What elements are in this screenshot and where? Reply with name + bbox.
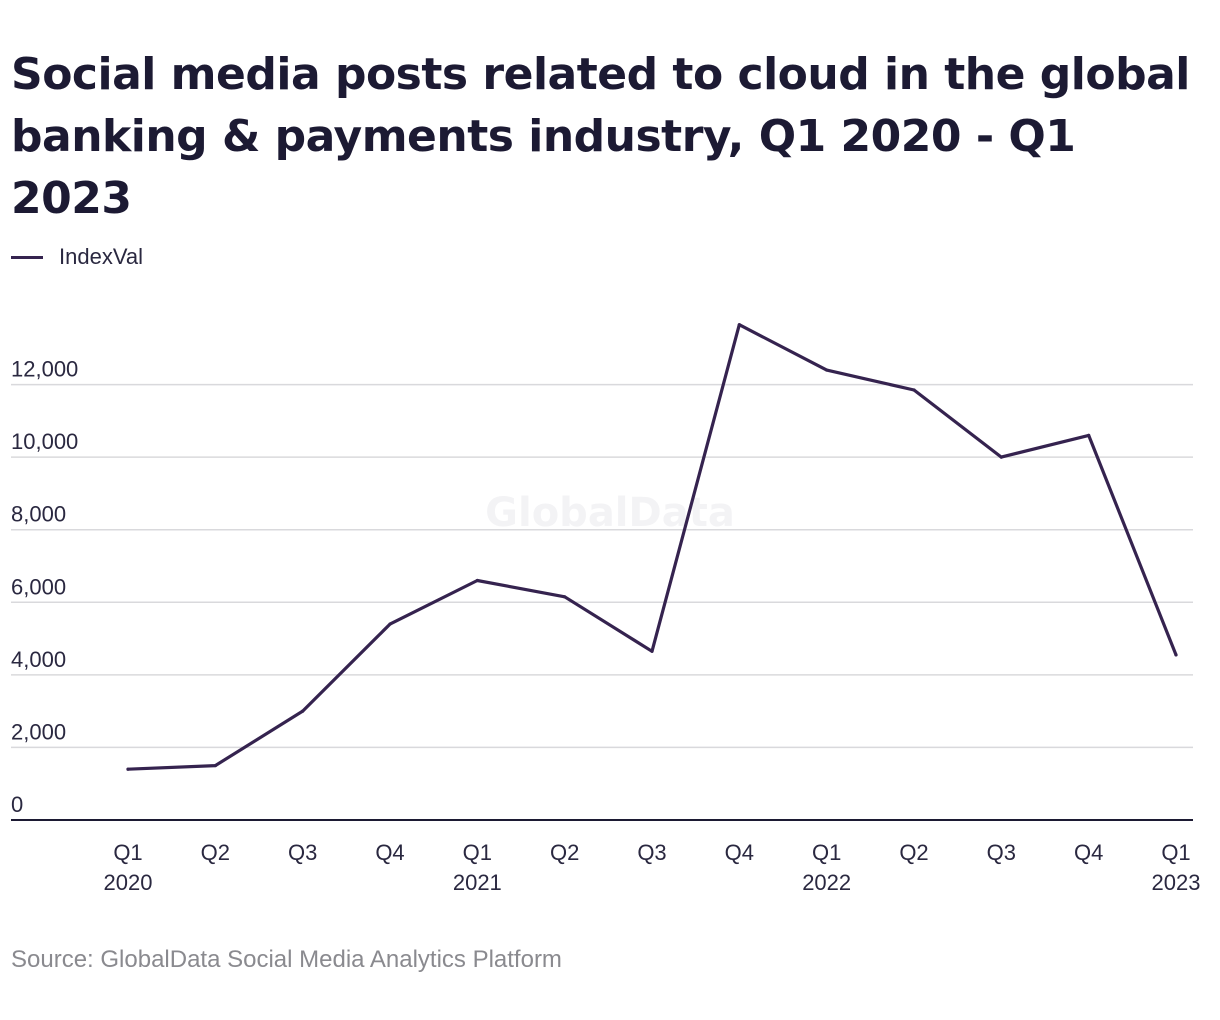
y-tick-label: 10,000 — [11, 429, 78, 454]
legend-label: IndexVal — [59, 244, 143, 269]
y-tick-label: 8,000 — [11, 502, 66, 527]
y-tick-label: 0 — [11, 792, 23, 817]
line-chart: GlobalData 0 2,000 4,000 6,000 8,000 10,000 12… — [11, 323, 1201, 895]
y-tick-label: 6,000 — [11, 574, 66, 599]
series-line-indexval — [126, 323, 1178, 771]
data-point — [912, 388, 916, 392]
data-point — [650, 649, 654, 653]
data-point — [1087, 433, 1091, 437]
x-tick-label: Q3 — [637, 840, 666, 865]
x-tick-year-label: 2021 — [453, 870, 502, 895]
x-tick-label: Q4 — [375, 840, 404, 865]
x-axis-ticks: Q1 2020 Q2 Q3 Q4 Q1 2021 Q2 Q3 Q4 Q1 2022 Q2 Q3 Q4 Q1 20… — [104, 840, 1201, 895]
x-tick-label: Q4 — [725, 840, 754, 865]
y-tick-label: 12,000 — [11, 357, 78, 382]
data-point — [301, 709, 305, 713]
data-points — [126, 323, 1178, 771]
x-tick-label: Q1 — [812, 840, 841, 865]
x-tick-label: Q1 — [1161, 840, 1190, 865]
x-tick-year-label: 2020 — [104, 870, 153, 895]
data-point — [475, 578, 479, 583]
legend: IndexVal — [11, 242, 143, 272]
x-tick-label: Q2 — [899, 840, 928, 865]
source-note: Source: GlobalData Social Media Analytic… — [11, 946, 562, 973]
x-tick-label: Q1 — [463, 840, 492, 865]
x-tick-label: Q4 — [1074, 840, 1103, 865]
x-tick-year-label: 2022 — [802, 870, 851, 895]
data-point — [563, 595, 567, 599]
data-point — [825, 368, 829, 372]
x-tick-year-label: 2023 — [1152, 870, 1201, 895]
data-point — [1174, 653, 1178, 657]
data-point — [213, 763, 217, 768]
y-tick-label: 4,000 — [11, 647, 66, 672]
data-point — [126, 767, 130, 771]
gridlines — [11, 383, 1193, 749]
legend-line-swatch — [11, 255, 43, 259]
y-tick-label: 2,000 — [11, 719, 66, 744]
chart-title: Social media posts related to cloud in t… — [11, 49, 1190, 224]
x-tick-label: Q3 — [987, 840, 1016, 865]
x-tick-label: Q2 — [201, 840, 230, 865]
watermark: GlobalData — [485, 490, 735, 536]
y-axis-ticks: 0 2,000 4,000 6,000 8,000 10,000 12,000 — [11, 357, 78, 817]
x-tick-label: Q1 — [113, 840, 142, 865]
data-point — [999, 455, 1003, 459]
x-tick-label: Q2 — [550, 840, 579, 865]
data-point — [737, 323, 741, 327]
data-point — [388, 622, 392, 626]
x-tick-label: Q3 — [288, 840, 317, 865]
